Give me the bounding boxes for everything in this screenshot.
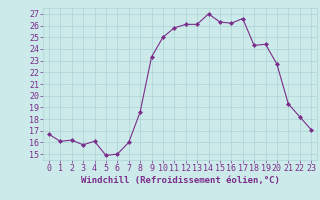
X-axis label: Windchill (Refroidissement éolien,°C): Windchill (Refroidissement éolien,°C) [81, 176, 279, 185]
